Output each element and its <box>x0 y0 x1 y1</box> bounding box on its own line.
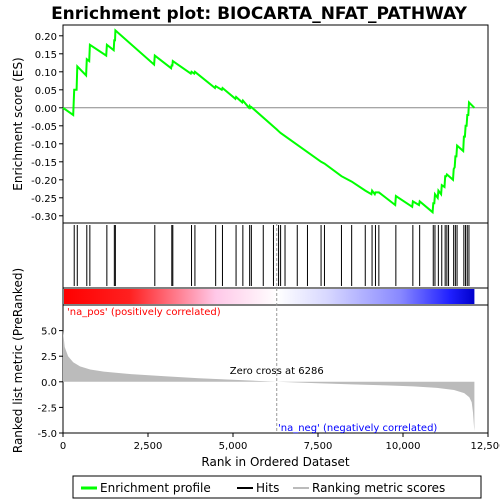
neg-correlated-label: 'na_neg' (negatively correlated) <box>278 423 437 434</box>
es-y-tick-label: 0.15 <box>35 50 57 61</box>
es-curve-line <box>63 30 474 212</box>
hits-panel-frame <box>63 223 488 288</box>
es-y-tick-label: 0.05 <box>35 86 57 97</box>
metric-y-tick-label: 5.0 <box>41 327 57 338</box>
pos-correlated-label: 'na_pos' (positively correlated) <box>67 307 221 318</box>
x-tick-label: 0 <box>60 441 66 452</box>
rank-color-bar <box>64 289 474 304</box>
legend-label-hits: Hits <box>256 481 279 495</box>
metric-area <box>63 331 474 431</box>
x-tick-label: 10,000 <box>386 441 421 452</box>
metric-y-tick-label: 0.0 <box>41 378 57 389</box>
es-y-tick-label: -0.15 <box>31 158 57 169</box>
es-y-tick-label: 0.20 <box>35 32 57 43</box>
es-panel-frame <box>63 25 488 223</box>
es-y-tick-label: -0.25 <box>31 194 57 205</box>
x-tick-label: 12,500 <box>471 441 500 452</box>
metric-y-tick-label: 2.5 <box>41 352 57 363</box>
legend-label-enrichment: Enrichment profile <box>100 481 211 495</box>
es-y-tick-label: 0.10 <box>35 68 57 79</box>
x-tick-label: 2,500 <box>134 441 163 452</box>
legend-label-metric: Ranking metric scores <box>312 481 445 495</box>
es-y-tick-label: -0.30 <box>31 212 57 223</box>
es-y-tick-label: -0.05 <box>31 122 57 133</box>
x-tick-label: 5,000 <box>219 441 248 452</box>
x-tick-label: 7,500 <box>304 441 333 452</box>
zero-cross-label: Zero cross at 6286 <box>230 366 324 377</box>
es-y-tick-label: 0.00 <box>35 104 57 115</box>
metric-y-tick-label: -2.5 <box>37 403 57 414</box>
es-y-axis-title: Enrichment score (ES) <box>11 57 25 190</box>
x-axis-title: Rank in Ordered Dataset <box>201 455 349 469</box>
es-y-tick-label: -0.10 <box>31 140 57 151</box>
metric-y-tick-label: -5.0 <box>37 429 57 440</box>
es-y-tick-label: -0.20 <box>31 176 57 187</box>
metric-y-axis-title: Ranked list metric (PreRanked) <box>11 268 25 453</box>
chart-title: Enrichment plot: BIOCARTA_NFAT_PATHWAY <box>51 4 468 24</box>
